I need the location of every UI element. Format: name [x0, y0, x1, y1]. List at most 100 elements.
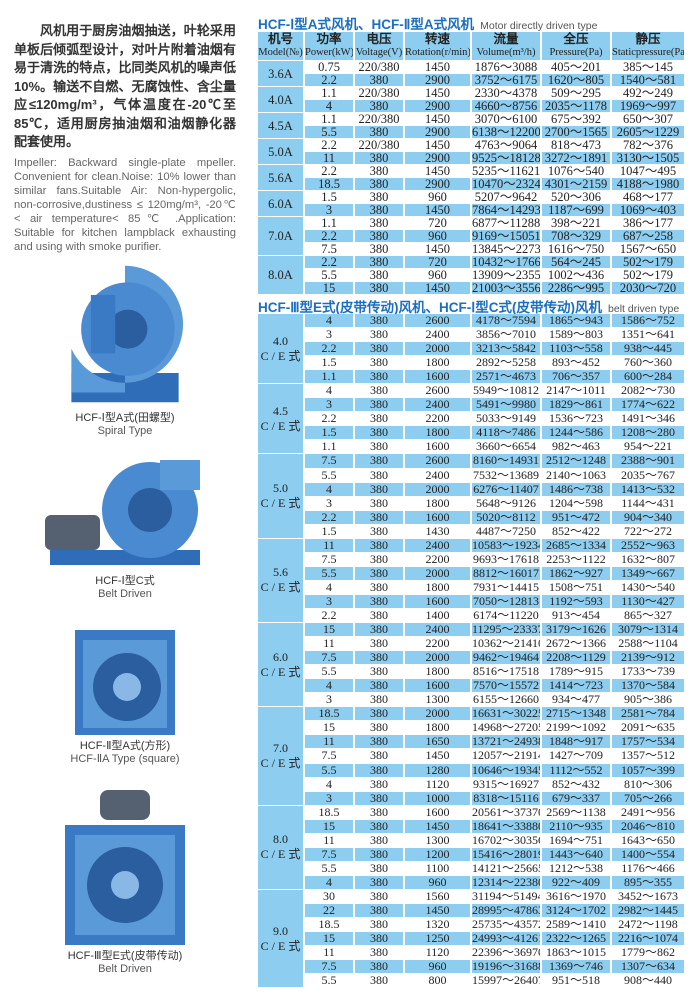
rotation-cell: 2200 [425, 637, 450, 651]
volume-cell: 11295～23337 [472, 623, 540, 637]
pressure-cell: 1002～436 [547, 269, 605, 281]
power-cell: 1.5 [321, 191, 337, 203]
table-row: 7.5 380 2000 9462～19464 2208～1129 2139～912 [258, 651, 684, 665]
static-pressure-cell: 600～284 [612, 370, 684, 384]
voltage-cell: 380 [355, 256, 403, 268]
volume-cell: 6877～11288 [472, 217, 540, 229]
model-type: C / E 式 [260, 664, 301, 679]
model-cell: 8.0A [258, 256, 303, 294]
power-cell: 1.1 [321, 113, 337, 125]
static-pressure-cell: 2216～1074 [612, 932, 684, 946]
table-row: 5.0 C / E 式 7.5 380 2600 8160～14931 2512～1248 2… [258, 454, 684, 538]
voltage-cell: 380 [370, 833, 388, 847]
power-cell: 0.75 [318, 61, 340, 73]
table-row: 5.6 C / E 式 11 380 2400 10583～19234 2685～1334 2… [258, 538, 684, 623]
rotation-cell: 2900 [405, 100, 470, 112]
power-cell: 2.2 [321, 165, 337, 177]
table-row: 1.5 380 1800 2892～5258 893～452 760～360 [258, 356, 684, 369]
table-row: 11 380 1300 16702～30356 1694～751 1643～650 [258, 834, 684, 847]
rotation-cell: 2400 [405, 623, 470, 637]
rotation-cell: 1450 [405, 204, 470, 216]
rotation-cell: 1100 [425, 861, 450, 875]
static-pressure-cell: 2030～720 [612, 282, 684, 294]
table-row: 4.0 C / E 式 4 380 2600 4178～7594 1865～943 1586～… [258, 314, 684, 384]
voltage-cell: 380 [370, 384, 388, 398]
rotation-cell: 2900 [405, 178, 470, 190]
static-pressure-cell: 386～177 [622, 217, 673, 229]
power-cell: 7.5 [305, 960, 353, 974]
pressure-cell: 1427～709 [548, 749, 603, 763]
pressure-cell: 2208～1129 [542, 651, 610, 665]
power-cell: 3 [305, 594, 353, 608]
volume-cell: 22396～36970 [472, 946, 540, 960]
table-row: 5.6A 2.2 380 1450 5235～11621 1076～540 1047～495 [258, 165, 684, 190]
belt-driven-fan-image [45, 460, 200, 565]
pressure-cell: 1694～751 [548, 833, 603, 847]
pressure-cell: 1536～723 [548, 412, 603, 426]
voltage-cell: 380 [370, 496, 388, 510]
volume-cell: 8812～16017 [472, 566, 540, 580]
table-row: 4 380 1120 9315～16927 852～432 810～306 [258, 778, 684, 791]
static-pressure-cell: 1130～427 [612, 594, 684, 608]
volume-cell: 7864～14293 [472, 204, 540, 216]
model-type: C / E 式 [260, 938, 301, 953]
header-rotation-cn: 转速 [424, 32, 450, 46]
pressure-cell: 1863～1015 [545, 946, 606, 960]
static-pressure-cell: 1779～862 [620, 946, 675, 960]
volume-cell: 7931～14415 [472, 580, 539, 594]
power-cell: 2.2 [321, 608, 337, 622]
power-cell: 1.1 [321, 217, 337, 229]
static-pressure-cell: 1144～431 [621, 496, 675, 510]
volume-cell: 12314～22380 [472, 875, 540, 889]
table-row: 7.0A 1.1 380 720 6877～11288 398～221 386～177 [258, 217, 684, 255]
pressure-cell: 2322～1265 [542, 932, 610, 946]
static-pressure-cell: 1208～280 [612, 426, 684, 440]
pressure-cell: 1508～751 [548, 580, 603, 594]
left-column: 风机用于厨房油烟抽送，叶轮采用单板后倾弧型设计，对叶片附着油烟有易于清洗的特点，… [0, 0, 252, 1007]
rotation-cell: 1800 [425, 721, 450, 735]
table-row: 8.0 C / E 式 18.5 380 1600 20561～37370 2569～113… [258, 805, 684, 889]
voltage-cell: 380 [355, 847, 403, 861]
model-cell: 4.5A [258, 113, 303, 138]
pressure-cell: 2199～1092 [545, 721, 606, 735]
power-cell: 4 [326, 384, 332, 398]
power-cell: 15 [305, 819, 353, 833]
section-1-title-text: HCF-Ⅰ型A式风机、HCF-Ⅱ型A式风机 [258, 17, 475, 32]
rotation-cell: 2000 [405, 651, 470, 665]
pressure-cell: 1829～861 [542, 398, 610, 412]
static-pressure-cell: 722～272 [623, 524, 672, 538]
voltage-cell: 380 [355, 204, 403, 216]
intro-block: 风机用于厨房油烟抽送，叶轮采用单板后倾弧型设计，对叶片附着油烟有易于清洗的特点，… [14, 22, 236, 254]
rotation-cell: 1800 [405, 426, 470, 440]
power-cell: 3 [326, 693, 332, 707]
table-row: 7.5 380 1200 15416～28019 1443～640 1400～554 [258, 847, 684, 861]
static-pressure-cell: 1370～584 [612, 679, 684, 693]
power-cell: 11 [323, 946, 335, 960]
voltage-cell: 380 [355, 707, 403, 721]
model-cell: 8.0 C / E 式 [258, 805, 303, 889]
voltage-cell: 380 [370, 974, 388, 988]
static-pressure-cell: 895～355 [612, 875, 684, 889]
power-cell: 7.5 [305, 651, 353, 665]
header-row: 机号 Model(№) 功率 Power(kW) 电压 Voltage(V) 转速 Rotat… [258, 32, 684, 60]
table-row: 4 380 960 12314～22380 922～409 895～355 [258, 875, 684, 889]
model-cell: 5.0 C / E 式 [258, 454, 303, 538]
rotation-cell: 2400 [405, 538, 470, 552]
pressure-cell: 2035～1178 [542, 100, 610, 112]
voltage-cell: 380 [355, 651, 403, 665]
volume-cell: 12057～21914 [472, 749, 540, 763]
pressure-cell: 509～295 [550, 87, 601, 99]
voltage-cell: 380 [355, 932, 403, 946]
power-cell: 18.5 [318, 805, 340, 819]
rotation-cell: 1450 [425, 87, 450, 99]
rotation-cell: 1120 [425, 777, 450, 791]
pressure-cell: 2569～1138 [546, 805, 606, 819]
rotation-cell: 960 [428, 191, 447, 203]
table-row: 4.5A 1.1 220/380 1450 3070～6100 675～392 650～30… [258, 113, 684, 138]
rotation-cell: 1400 [425, 608, 450, 622]
voltage-cell: 220/380 [358, 61, 400, 73]
power-cell: 3 [326, 328, 332, 342]
power-cell: 11 [305, 735, 353, 749]
static-pressure-cell: 1349～667 [612, 566, 684, 580]
voltage-cell: 380 [355, 152, 403, 164]
